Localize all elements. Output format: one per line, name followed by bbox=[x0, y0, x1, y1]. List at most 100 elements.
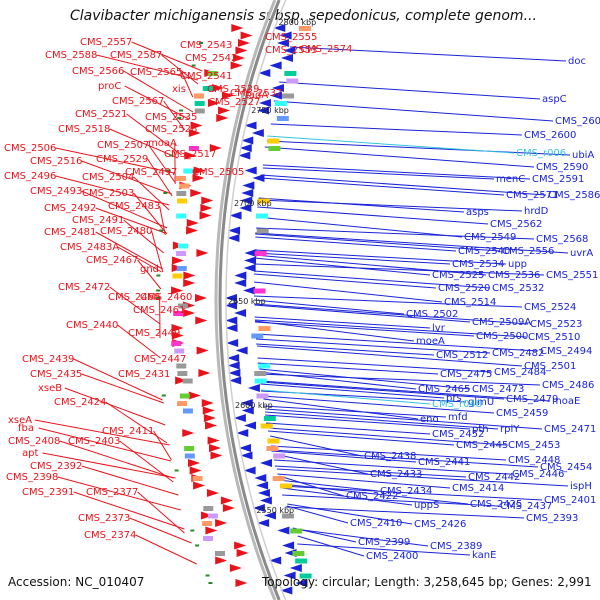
cog-box bbox=[292, 551, 305, 556]
cog-box bbox=[172, 273, 183, 279]
right-connector bbox=[254, 249, 507, 265]
gene-label-left: xis bbox=[172, 84, 186, 95]
forward-gene-mark bbox=[229, 564, 242, 572]
gene-label-left: CMS_2587 bbox=[110, 50, 162, 61]
gene-label-right: CMS_2400 bbox=[366, 551, 418, 562]
forward-gene-mark bbox=[186, 226, 199, 235]
gene-label-left: CMS_2507 bbox=[97, 140, 149, 151]
cog-box bbox=[194, 108, 205, 114]
reverse-gene-mark bbox=[258, 99, 271, 107]
cog-box bbox=[179, 183, 190, 189]
cog-box bbox=[182, 408, 193, 414]
left-connector bbox=[81, 373, 164, 404]
reverse-gene-mark bbox=[229, 211, 242, 220]
gene-label-right: CMS_2441 bbox=[418, 457, 470, 468]
reverse-gene-mark bbox=[247, 384, 260, 392]
scale-label: 2550 kbp bbox=[256, 506, 294, 515]
tick-mark bbox=[190, 529, 195, 532]
reverse-gene-mark bbox=[243, 466, 256, 475]
right-connector bbox=[254, 304, 471, 323]
gene-label-left: CMS_2566 bbox=[72, 66, 124, 77]
gene-label-right: CMS_2438 bbox=[364, 451, 416, 462]
tick-mark bbox=[163, 192, 168, 194]
gene-label-left: CMS_2439 bbox=[22, 354, 74, 365]
forward-gene-mark bbox=[195, 316, 208, 325]
reverse-gene-mark bbox=[273, 24, 286, 32]
right-connector bbox=[290, 46, 567, 62]
gene-label-right: CMS_2556 bbox=[502, 246, 554, 257]
gene-label-right: upp bbox=[508, 259, 527, 270]
left-connector bbox=[137, 491, 185, 534]
gene-label-left: CMS_2483A bbox=[60, 242, 119, 253]
genome-title: Clavibacter michiganensis subsp. sepedon… bbox=[70, 8, 537, 24]
reverse-gene-mark bbox=[228, 369, 241, 377]
cog-box bbox=[268, 146, 281, 151]
genome-backbone bbox=[214, 0, 287, 600]
forward-gene-mark bbox=[240, 31, 253, 40]
forward-gene-mark bbox=[205, 421, 218, 430]
cog-box bbox=[263, 416, 276, 421]
gene-label-left: CMS_2449 bbox=[128, 328, 180, 339]
cog-box bbox=[194, 101, 205, 106]
tick-mark bbox=[205, 574, 210, 577]
gene-label-right: CMS_2524 bbox=[524, 302, 576, 313]
gene-label-right: ubiA bbox=[572, 150, 594, 161]
gene-label-right: rplY bbox=[500, 424, 520, 435]
reverse-gene-mark bbox=[234, 271, 247, 280]
right-connector bbox=[265, 411, 499, 430]
tick-mark bbox=[161, 394, 166, 397]
forward-gene-mark bbox=[235, 46, 248, 55]
scale-label: 2650 kbp bbox=[228, 297, 266, 306]
gene-label-right: CMS_2475 bbox=[440, 369, 492, 380]
forward-gene-mark bbox=[200, 511, 213, 520]
reverse-gene-mark bbox=[240, 399, 253, 407]
right-connector bbox=[255, 333, 539, 352]
reverse-gene-mark bbox=[241, 136, 254, 145]
tick-mark bbox=[177, 117, 182, 119]
forward-gene-mark bbox=[205, 526, 218, 535]
reverse-gene-mark bbox=[254, 474, 267, 482]
gene-label-right: CMS_2532 bbox=[492, 283, 544, 294]
right-connector bbox=[265, 422, 431, 435]
right-connector bbox=[270, 445, 507, 461]
right-connector bbox=[287, 503, 413, 525]
cog-box bbox=[176, 363, 187, 369]
gene-label-left: CMS_2480 bbox=[100, 226, 152, 237]
gene-label-right: CMS_2482 bbox=[492, 348, 544, 359]
gene-label-left: CMS_2483 bbox=[108, 201, 160, 212]
right-connector bbox=[267, 427, 507, 446]
right-connector bbox=[294, 528, 429, 547]
gene-label-left: CMS_2537 bbox=[230, 88, 282, 99]
reverse-gene-mark bbox=[229, 376, 242, 385]
forward-gene-mark bbox=[202, 406, 215, 415]
gene-label-right: CMS_2442 bbox=[468, 472, 520, 483]
left-connector bbox=[117, 324, 161, 359]
cog-box bbox=[177, 371, 188, 376]
gene-label-left: CMS_2398 bbox=[6, 472, 58, 483]
forward-gene-mark bbox=[198, 369, 211, 377]
left-connector bbox=[81, 160, 172, 195]
gene-label-right: CMS_r048 bbox=[432, 399, 482, 410]
forward-gene-mark bbox=[188, 391, 201, 400]
forward-gene-mark bbox=[182, 429, 195, 437]
reverse-gene-mark bbox=[295, 579, 308, 587]
forward-gene-mark bbox=[171, 256, 184, 265]
gene-label-left: CMS_2588 bbox=[45, 50, 97, 61]
gene-label-right: CMS_2486 bbox=[542, 380, 594, 391]
gene-label-right: CMS_2452 bbox=[432, 429, 484, 440]
left-connector bbox=[124, 85, 189, 120]
left-connector bbox=[42, 452, 176, 479]
tick-mark bbox=[159, 229, 164, 232]
reverse-gene-mark bbox=[243, 264, 256, 272]
tick-mark bbox=[195, 544, 200, 547]
gene-label-left: moaA bbox=[148, 138, 177, 149]
forward-gene-mark bbox=[218, 106, 231, 115]
gene-label-right: CMS_2414 bbox=[452, 483, 504, 494]
gene-label-right: CMS_2425 bbox=[470, 499, 522, 510]
reverse-gene-mark bbox=[244, 249, 257, 257]
gene-label-left: tadA bbox=[245, 90, 268, 101]
cog-box bbox=[260, 423, 273, 429]
tick-mark bbox=[156, 274, 161, 277]
